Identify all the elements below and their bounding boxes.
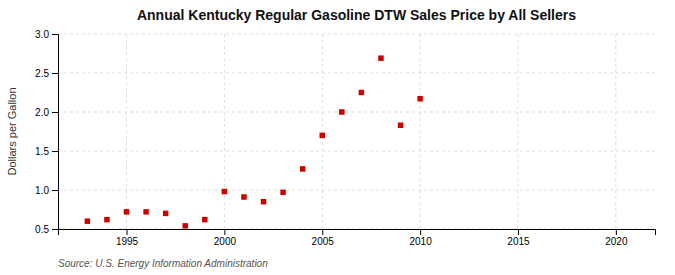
point [359,90,364,95]
grid-line [58,151,655,152]
tick: 2010 [409,229,432,247]
tick-mark [52,190,58,191]
point [104,217,109,222]
points [85,55,423,228]
tick: 1995 [116,229,139,247]
grid-line [58,34,655,35]
y-label: Dollars per Gallon [6,87,18,175]
x-axis: 1995 2000 2005 2010 2015 2020 [59,229,656,247]
tick: 2.5 [35,68,58,79]
tick-mark [52,151,58,152]
tick-mark [52,34,58,35]
point [241,194,246,199]
point [124,209,129,214]
point [261,199,266,204]
axis-line [59,230,656,236]
grid-line [517,34,518,229]
chart: 1995 2000 2005 2010 2015 2020 0.5 1.0 1.5 2.0 2.5 3… [0,0,675,275]
title: Annual Kentucky Regular Gasoline DTW Sal… [137,7,576,23]
tick-mark [518,229,519,235]
point [398,123,403,128]
tick: 2020 [605,229,628,247]
grid-line [615,34,616,229]
tick-label: 1.0 [35,185,49,196]
tick: 2015 [507,229,530,247]
point [85,218,90,223]
tick-label: 2015 [507,236,530,247]
point [339,109,344,114]
grid-line [420,34,421,229]
tick-mark [322,229,323,235]
grid-line [224,34,225,229]
tick-label: 2.0 [35,107,49,118]
tick-mark [616,229,617,235]
tick-label: 2020 [605,236,628,247]
point [300,166,305,171]
tick-label: 1995 [116,236,139,247]
tick-label: 0.5 [35,224,49,235]
tick: 2000 [214,229,237,247]
tick: 3.0 [35,29,58,40]
point [222,189,227,194]
tick-label: 2000 [214,236,237,247]
grid-line [58,190,655,191]
tick-mark [52,229,58,230]
tick-label: 1.5 [35,146,49,157]
tick: 2005 [312,229,335,247]
tick: 1.0 [35,185,58,196]
tick-mark [224,229,225,235]
tick-mark [420,229,421,235]
tick: 0.5 [35,224,58,235]
grid-line [58,73,655,74]
tick: 2.0 [35,107,58,118]
point [280,190,285,195]
axis-line [52,35,59,230]
point [163,211,168,216]
tick-mark [52,112,58,113]
tick-label: 3.0 [35,29,49,40]
grid-line [58,112,655,113]
point [182,223,187,228]
grid [58,34,655,229]
tick-label: 2010 [409,236,432,247]
y-axis: 0.5 1.0 1.5 2.0 2.5 3.0 [35,29,58,235]
tick: 1.5 [35,146,58,157]
tick-label: 2005 [312,236,335,247]
tick-mark [52,73,58,74]
grid-line [322,34,323,229]
point [202,217,207,222]
point [417,96,422,101]
tick-label: 2.5 [35,68,49,79]
point [320,133,325,138]
annotation: Source: U.S. Energy Information Administ… [58,258,268,269]
tick-mark [127,229,128,235]
point [143,209,148,214]
grid-line [126,34,127,229]
point [378,55,383,60]
